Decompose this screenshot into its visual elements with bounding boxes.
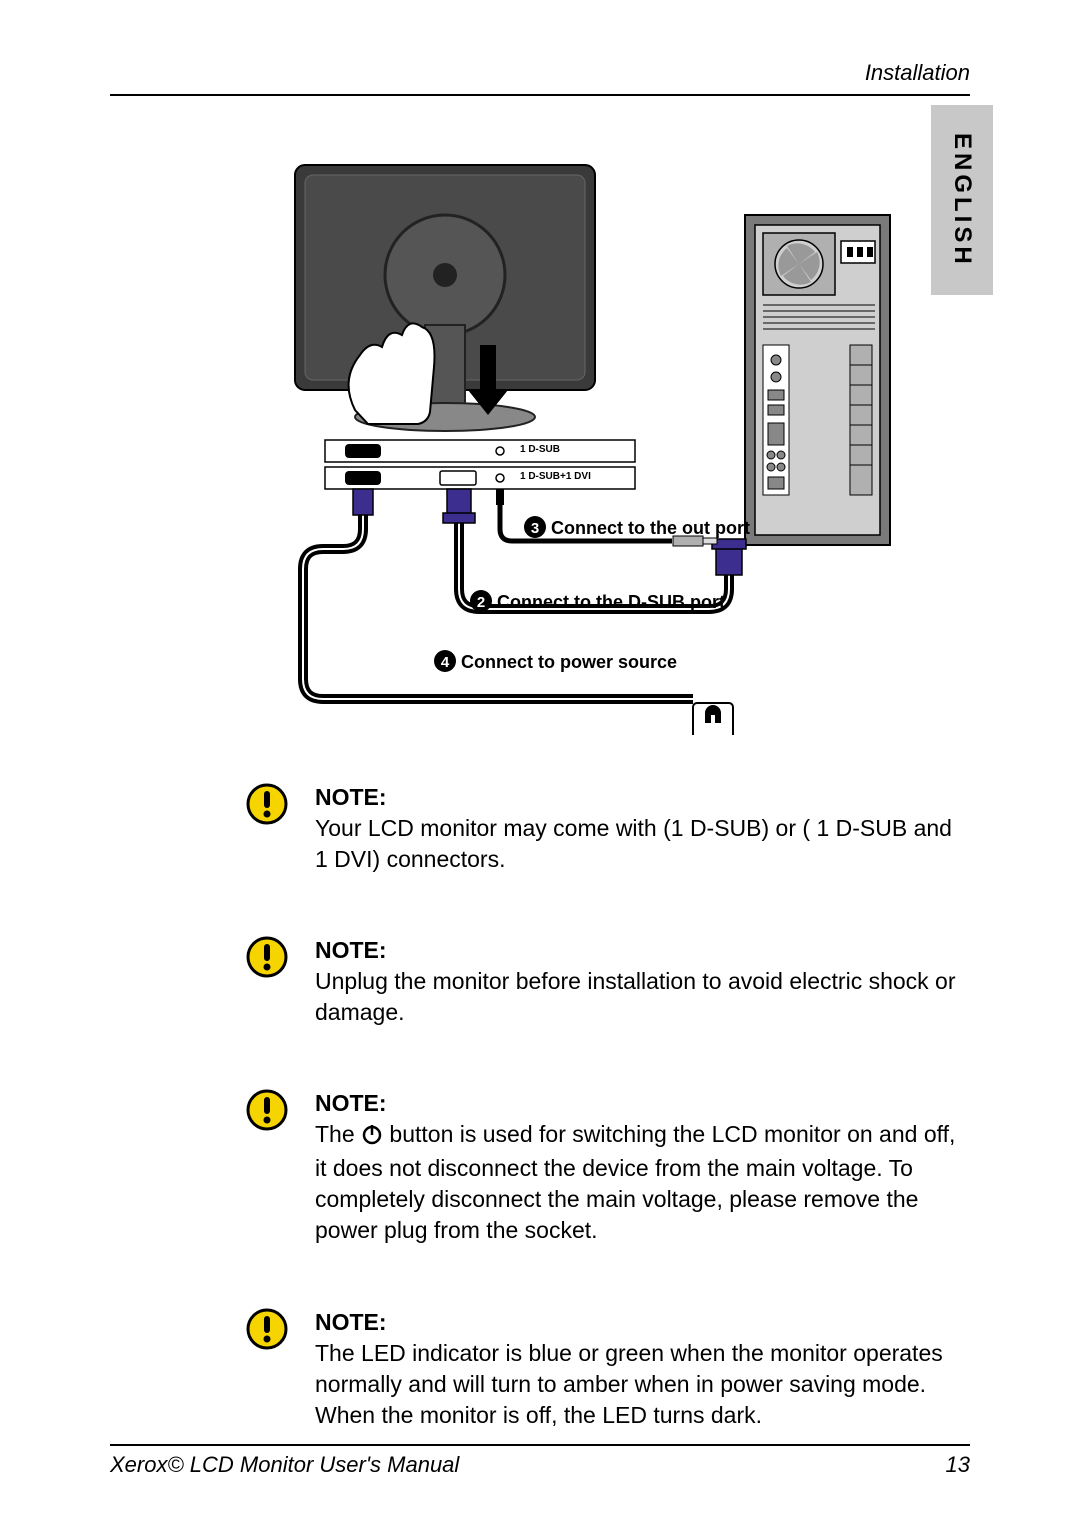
installation-diagram: 3 2 4 1 D-SUB 1 D-SUB+1 DVI Connect to t… [285,155,905,735]
note-block: NOTE: The LED indicator is blue or green… [245,1307,960,1431]
note-icon [245,782,305,831]
footer: Xerox© LCD Monitor User's Manual 13 [110,1444,970,1478]
note-icon [245,935,305,984]
footer-page: 13 [946,1452,970,1478]
note-body: Your LCD monitor may come with (1 D-SUB)… [315,815,952,872]
header: Installation [110,60,970,96]
svg-text:3: 3 [531,520,539,537]
note-text: NOTE: The LED indicator is blue or green… [315,1307,960,1431]
callout-2-label: Connect to the D-SUB port [497,592,725,613]
monitor-back [295,165,595,431]
callout-4-label: Connect to power source [461,652,677,673]
power-icon [361,1122,383,1153]
note-text: NOTE: The button is used for switching t… [315,1088,960,1246]
computer-tower [745,215,890,545]
note-title: NOTE: [315,784,387,810]
language-label: ENGLISH [948,133,976,268]
note-body-pre: The [315,1121,361,1147]
dsub-cable [443,489,746,609]
svg-text:4: 4 [441,654,450,671]
note-block: NOTE: The button is used for switching t… [245,1088,960,1246]
note-icon [245,1307,305,1356]
note-title: NOTE: [315,1090,387,1116]
note-body: Unplug the monitor before installation t… [315,968,956,1025]
diagram-svg: 3 2 4 [285,155,905,735]
header-rule [110,94,970,96]
footer-rule [110,1444,970,1446]
port-label-1: 1 D-SUB [520,444,560,455]
note-title: NOTE: [315,937,387,963]
note-text: NOTE: Unplug the monitor before installa… [315,935,960,1028]
callout-3-label: Connect to the out port [551,518,750,539]
note-block: NOTE: Your LCD monitor may come with (1 … [245,782,960,875]
svg-text:2: 2 [477,594,485,611]
note-body-post: button is used for switching the LCD mon… [315,1121,955,1243]
section-title: Installation [110,60,970,86]
note-body: The LED indicator is blue or green when … [315,1340,943,1428]
note-icon [245,1088,305,1137]
note-block: NOTE: Unplug the monitor before installa… [245,935,960,1028]
notes-section: NOTE: Your LCD monitor may come with (1 … [245,782,960,1431]
note-text: NOTE: Your LCD monitor may come with (1 … [315,782,960,875]
language-tab: ENGLISH [931,105,993,295]
footer-manual: Xerox© LCD Monitor User's Manual [110,1452,459,1478]
port-label-2: 1 D-SUB+1 DVI [520,471,591,482]
page: Installation ENGLISH [0,0,1080,1532]
note-title: NOTE: [315,1309,387,1335]
